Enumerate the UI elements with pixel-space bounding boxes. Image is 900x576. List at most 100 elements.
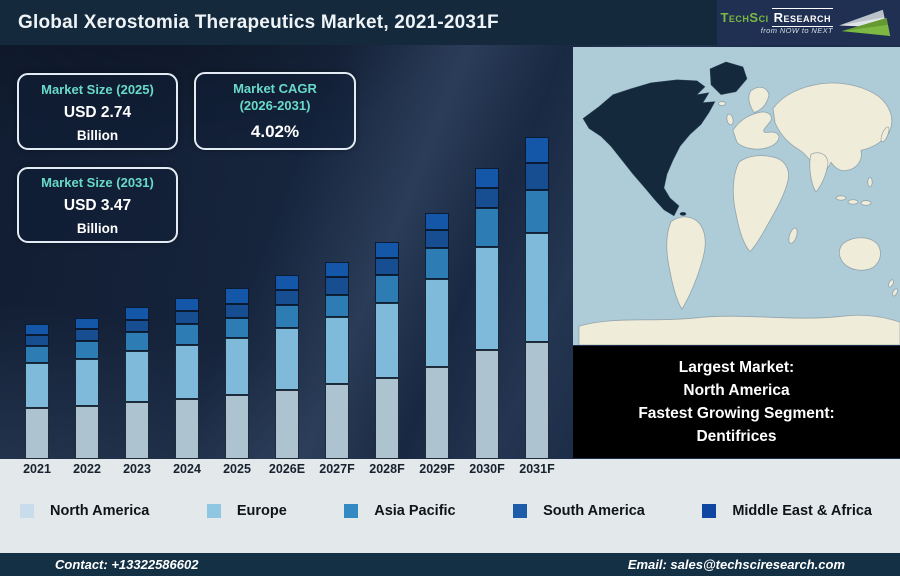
bar-segment: [275, 305, 299, 328]
bar-2030F: [475, 168, 499, 459]
legend-swatch: [702, 504, 717, 518]
region-india: [809, 152, 829, 193]
arrow-icon: [839, 9, 891, 36]
legend-swatch: [344, 504, 359, 518]
region-new-zealand: [888, 279, 894, 288]
x-axis-label: 2024: [173, 462, 201, 476]
page-title: Global Xerostomia Therapeutics Market, 2…: [18, 12, 499, 33]
highlight-line: North America: [683, 382, 790, 399]
legend-label: South America: [543, 503, 645, 519]
bar-2027F: [325, 262, 349, 459]
bottom-band: 2021 2022 2023 2024 2025 2026E 2027F 2028F 2029F…: [0, 459, 900, 553]
info-box-market-cagr: Market CAGR (2026-2031) 4.02%: [194, 72, 356, 150]
bar-segment: [325, 384, 349, 459]
bar-segment: [125, 351, 149, 402]
info-box-market-size-2025: Market Size (2025) USD 2.74 Billion: [17, 73, 178, 150]
region-antarctica: [578, 314, 900, 345]
legend-label: North America: [50, 503, 150, 519]
bar-segment: [475, 208, 499, 247]
bar-segment: [225, 288, 249, 304]
bar-2024: [175, 298, 199, 459]
info-box-heading-line2: (2026-2031): [239, 98, 311, 113]
bar-segment: [25, 324, 49, 335]
bar-segment: [525, 190, 549, 233]
region-north-america-highlighted: [582, 79, 716, 217]
region-africa: [732, 155, 789, 253]
bar-2025: [225, 288, 249, 459]
bar-segment: [375, 258, 399, 275]
bar-segment: [75, 318, 99, 329]
bar-segment: [125, 402, 149, 459]
region-uk: [726, 113, 734, 126]
bar-segment: [475, 168, 499, 188]
x-axis-label: 2029F: [419, 462, 455, 476]
bar-segment: [325, 277, 349, 295]
bar-segment: [175, 399, 199, 459]
region-australia: [838, 237, 881, 271]
bar-segment: [75, 341, 99, 359]
legend-swatch: [513, 504, 528, 518]
region-indonesia: [847, 199, 859, 205]
region-madagascar: [788, 227, 798, 244]
region-philippines: [867, 177, 873, 187]
legend-label: Europe: [236, 503, 287, 519]
region-iceland: [718, 101, 726, 107]
bar-2021: [25, 324, 49, 459]
bar-2029F: [425, 213, 449, 459]
region-south-america: [666, 216, 706, 311]
bar-segment: [475, 350, 499, 459]
chart-panel: Market Size (2025) USD 2.74 Billion Mark…: [0, 45, 900, 459]
bar-segment: [475, 188, 499, 208]
bar-segment: [225, 395, 249, 459]
bar-segment: [425, 213, 449, 230]
bar-segment: [375, 242, 399, 258]
contact-text: Contact: +13322586602: [55, 557, 199, 572]
x-axis-label: 2030F: [469, 462, 505, 476]
bar-segment: [275, 275, 299, 290]
bar-segment: [75, 406, 99, 459]
highlight-line: Largest Market:: [678, 359, 795, 376]
bar-segment: [525, 137, 549, 163]
bar-segment: [525, 163, 549, 190]
bar-segment: [325, 317, 349, 384]
world-map-svg: [573, 47, 900, 345]
bar-segment: [325, 262, 349, 277]
bar-segment: [125, 307, 149, 320]
bar-segment: [225, 338, 249, 395]
legend-label: Asia Pacific: [374, 503, 456, 519]
world-map: [573, 47, 900, 345]
logo-tagline: from NOW to NEXT: [760, 25, 833, 35]
region-new-zealand: [892, 288, 898, 297]
info-box-unit: Billion: [76, 221, 119, 236]
bar-segment: [225, 304, 249, 318]
bar-segment: [475, 247, 499, 350]
bar-segment: [175, 298, 199, 311]
bar-segment: [425, 248, 449, 279]
x-axis-label: 2022: [73, 462, 101, 476]
bar-segment: [25, 335, 49, 346]
bar-segment: [25, 363, 49, 408]
bar-segment: [425, 230, 449, 248]
bar-segment: [375, 378, 399, 459]
bar-segment: [125, 332, 149, 351]
bar-2022: [75, 318, 99, 459]
bar-segment: [425, 367, 449, 459]
x-axis-label: 2026E: [268, 462, 306, 476]
bar-segment: [225, 318, 249, 338]
bar-2028F: [375, 242, 399, 459]
bar-segment: [325, 295, 349, 317]
bar-segment: [425, 279, 449, 367]
bar-segment: [75, 359, 99, 406]
legend-item: South America: [513, 503, 645, 519]
legend-item: North America: [20, 503, 149, 519]
bar-segment: [175, 324, 199, 345]
highlight-box: Largest Market: North America Fastest Gr…: [573, 346, 900, 458]
info-box-unit: Billion: [76, 127, 119, 143]
info-box-heading: Market CAGR: [233, 81, 317, 96]
bar-segment: [25, 408, 49, 459]
bar-segment: [275, 328, 299, 390]
x-axis-label: 2023: [123, 462, 151, 476]
bar-2026E: [275, 275, 299, 459]
region-europe: [732, 111, 780, 150]
region-scandinavia: [748, 86, 770, 114]
